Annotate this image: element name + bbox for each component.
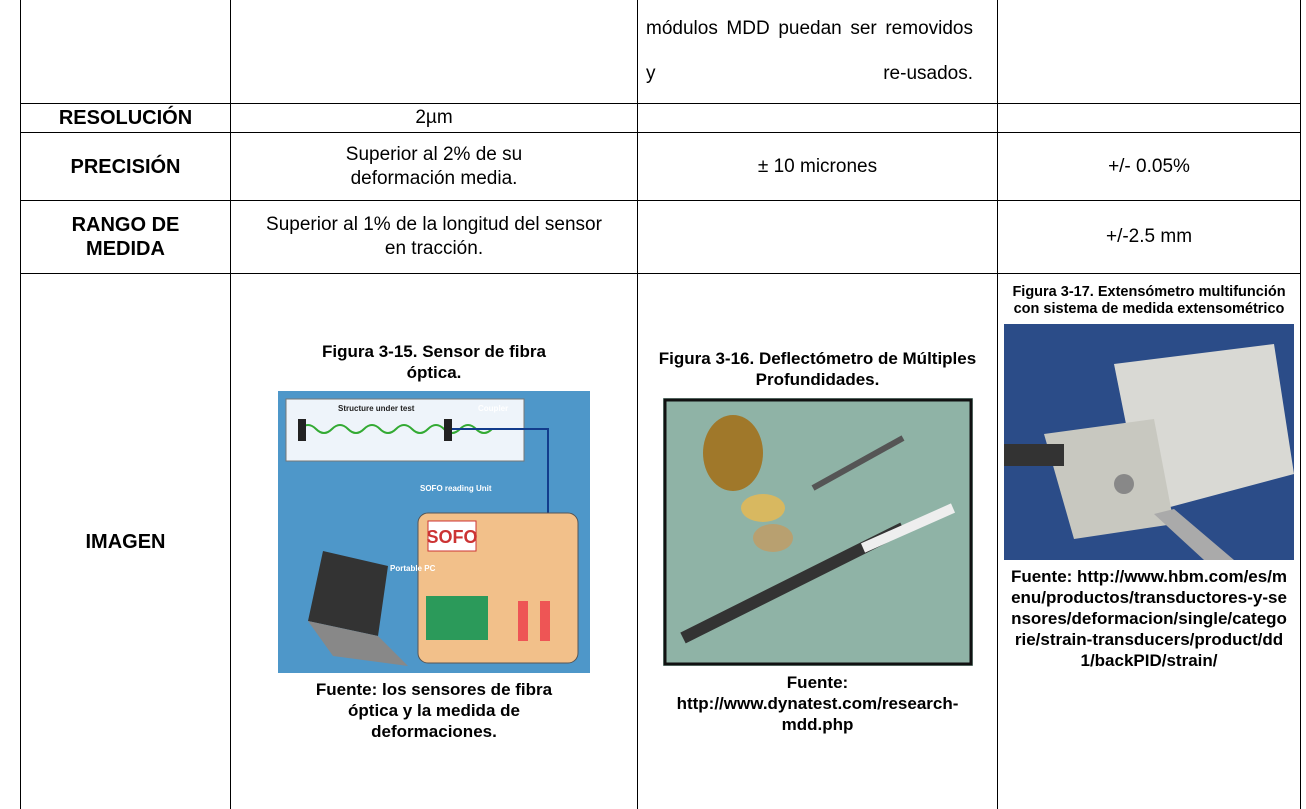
figure-cell: Figura 3-15. Sensor de fibra óptica. SOF…	[230, 273, 638, 809]
row-label: RANGO DE MEDIDA	[20, 200, 231, 274]
figure-image	[1004, 324, 1294, 560]
figure-caption: Figura 3-17. Extensómetro multifunción c…	[1012, 284, 1286, 317]
row: IMAGEN Figura 3-15. Sensor de fibra ópti…	[20, 273, 1301, 809]
cell: ± 10 micrones	[637, 132, 998, 201]
row: módulos MDD puedan ser removidos y re-us…	[20, 0, 1301, 104]
cell	[637, 200, 998, 274]
cell-text: módulos MDD puedan ser removidos y re-us…	[637, 0, 998, 104]
row-label: RESOLUCIÓN	[20, 103, 231, 133]
cell	[637, 103, 998, 133]
row-label: PRECISIÓN	[20, 132, 231, 201]
image-label: Structure under test	[338, 404, 415, 413]
row: PRECISIÓN Superior al 2% de su deformaci…	[20, 132, 1301, 201]
figure-image	[662, 398, 973, 666]
cell: Superior al 1% de la longitud del sensor…	[230, 200, 638, 274]
cell: 2µm	[230, 103, 638, 133]
figure-caption: Figura 3-16. Deflectómetro de Múltiples …	[658, 349, 977, 389]
figure-cell: Figura 3-17. Extensómetro multifunción c…	[997, 273, 1301, 809]
figure-image: SOFO Structure under test Coupler SOFO r…	[278, 391, 590, 673]
cell	[997, 103, 1301, 133]
cell: Superior al 2% de su deformación media.	[230, 132, 638, 201]
figure-source: Fuente: los sensores de fibra óptica y l…	[315, 680, 553, 741]
image-label: SOFO	[426, 527, 477, 547]
figure-source: Fuente: http://www.hbm.com/es/menu/produ…	[1010, 567, 1288, 670]
figure-cell: Figura 3-16. Deflectómetro de Múltiples …	[637, 273, 998, 809]
cell: +/- 0.05%	[997, 132, 1301, 201]
row-label: IMAGEN	[20, 273, 231, 809]
image-label: Coupler	[478, 404, 508, 413]
figure-source: Fuente: http://www.dynatest.com/research…	[676, 673, 959, 734]
cell: +/-2.5 mm	[997, 200, 1301, 274]
row: RESOLUCIÓN 2µm	[20, 103, 1301, 133]
row: RANGO DE MEDIDA Superior al 1% de la lon…	[20, 200, 1301, 274]
figure-caption: Figura 3-15. Sensor de fibra óptica.	[322, 342, 546, 382]
image-label: Portable PC	[390, 564, 436, 573]
image-label: SOFO reading Unit	[420, 484, 492, 493]
spec-table: módulos MDD puedan ser removidos y re-us…	[20, 0, 1301, 809]
